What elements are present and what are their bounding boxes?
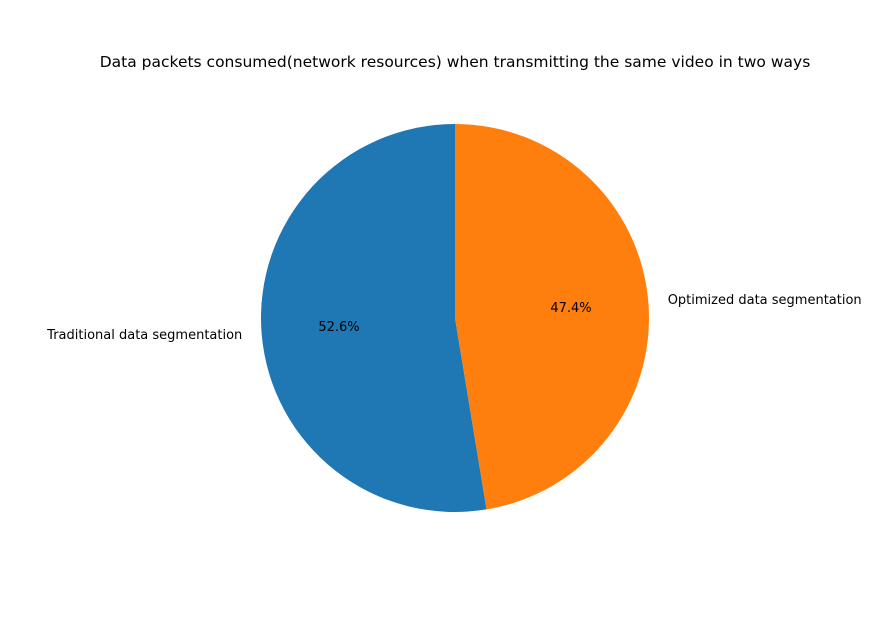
pie-slice-1 xyxy=(260,124,487,513)
slice-percent-1: 52.6% xyxy=(318,320,359,335)
slice-percent-2: 47.4% xyxy=(550,301,591,316)
pie-slices xyxy=(260,123,649,513)
slice-label-1: Traditional data segmentation xyxy=(46,328,242,343)
slice-label-2: Optimized data segmentation xyxy=(668,293,862,308)
pie-slice-2 xyxy=(455,123,649,510)
chart-title: Data packets consumed(network resources)… xyxy=(100,53,811,71)
pie-labels: Traditional data segmentation 52.6% Optimi… xyxy=(46,293,861,343)
